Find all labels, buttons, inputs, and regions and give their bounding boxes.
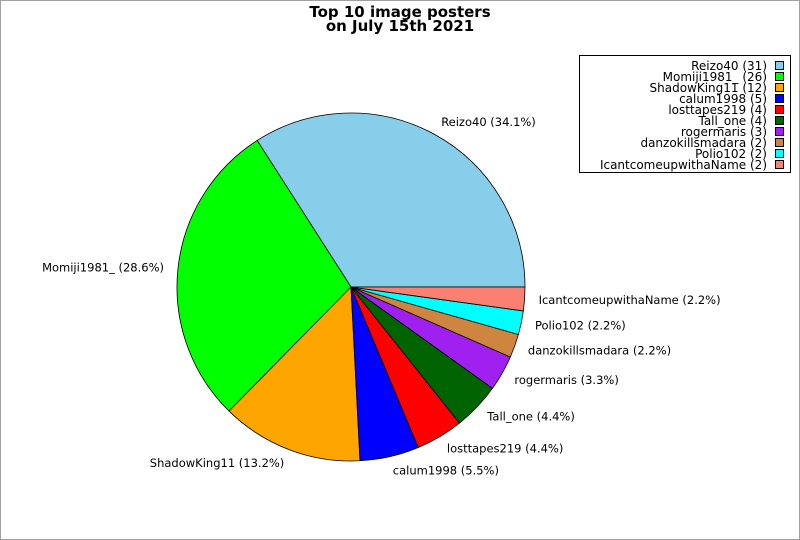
legend-swatch — [775, 83, 784, 92]
legend-label: losttapes219 (4) — [668, 102, 767, 117]
slice-label-danzokillsmadara: danzokillsmadara (2.2%) — [528, 344, 671, 358]
legend-item-losttapes219: losttapes219 (4) — [668, 102, 784, 117]
slice-label-tall-one: Tall_one (4.4%) — [486, 409, 575, 423]
legend-label: Momiji1981_ (26) — [662, 69, 767, 84]
legend-swatch — [775, 160, 784, 169]
legend-swatch — [775, 72, 784, 81]
slice-label-losttapes219: losttapes219 (4.4%) — [447, 442, 563, 456]
slice-label-rogermaris: rogermaris (3.3%) — [514, 373, 618, 387]
slice-label-icantcomeupwithaname: IcantcomeupwithaName (2.2%) — [539, 293, 721, 307]
legend-item-rogermaris: rogermaris (3) — [680, 124, 784, 139]
slice-label-polio102: Polio102 (2.2%) — [535, 319, 626, 333]
legend-label: ShadowKing11 (12) — [649, 80, 768, 95]
legend-label: Tall_one (4) — [698, 113, 767, 128]
pie-slice-momiji1981 — [176, 139, 352, 412]
legend-label: danzokillsmadara (2) — [640, 135, 767, 150]
pie-slice-shadowking11 — [228, 286, 361, 462]
legend-item-shadowking11: ShadowKing11 (12) — [649, 80, 784, 95]
legend-swatch — [775, 149, 784, 158]
legend-label: Polio102 (2) — [695, 146, 767, 161]
legend-swatch — [775, 94, 784, 103]
legend-label: rogermaris (3) — [680, 124, 767, 139]
slice-label-reizo40: Reizo40 (34.1%) — [441, 115, 536, 129]
legend-swatch — [775, 61, 784, 70]
slice-label-shadowking11: ShadowKing11 (13.2%) — [150, 456, 285, 470]
legend-item-momiji1981: Momiji1981_ (26) — [662, 69, 784, 84]
legend-swatch — [775, 116, 784, 125]
legend-label: Reizo40 (31) — [691, 58, 767, 73]
legend-swatch — [775, 127, 784, 136]
legend-item-polio102: Polio102 (2) — [695, 146, 784, 161]
pie-slice-icantcomeupwithaname — [350, 286, 526, 312]
slice-label-calum1998: calum1998 (5.5%) — [393, 463, 499, 477]
legend-label: IcantcomeupwithaName (2) — [599, 157, 767, 172]
legend-label: calum1998 (5) — [679, 91, 767, 106]
chart-title: Top 10 image posters — [309, 3, 491, 21]
legend-swatch — [775, 105, 784, 114]
chart-legend: Reizo40 (31) Momiji1981_ (26) ShadowKing11… — [579, 55, 791, 173]
legend-item-tall-one: Tall_one (4) — [698, 113, 784, 128]
legend-item-calum1998: calum1998 (5) — [679, 91, 784, 106]
chart-subtitle: on July 15th 2021 — [325, 17, 475, 35]
legend-item-icantcomeupwithaname: IcantcomeupwithaName (2) — [599, 157, 784, 172]
pie-slice-reizo40 — [256, 112, 526, 288]
legend-item-danzokillsmadara: danzokillsmadara (2) — [640, 135, 784, 150]
legend-swatch — [775, 138, 784, 147]
slice-label-momiji1981: Momiji1981_ (28.6%) — [42, 261, 164, 275]
legend-item-reizo40: Reizo40 (31) — [691, 58, 784, 73]
